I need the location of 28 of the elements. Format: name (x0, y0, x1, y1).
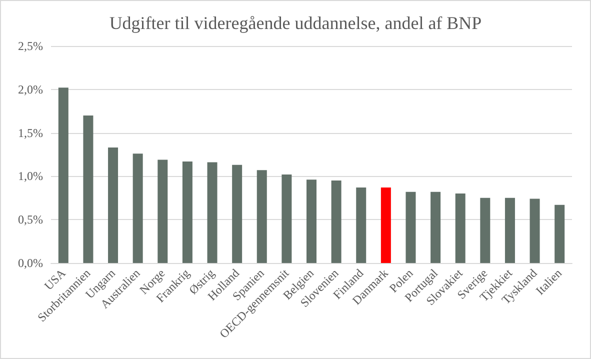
bar (480, 198, 490, 263)
bar (232, 164, 242, 263)
bar (256, 170, 267, 263)
bar (207, 162, 218, 263)
y-tick-label: 2,0% (18, 82, 43, 96)
chart-title: Udgifter til videregående uddannelse, andel af BNP (109, 13, 482, 33)
bar (282, 174, 292, 263)
bar (380, 187, 391, 263)
bar (406, 192, 416, 263)
bar (356, 187, 366, 263)
bar (182, 161, 192, 263)
y-tick-label: 2,5% (18, 39, 43, 53)
bar (331, 180, 342, 263)
bar (530, 198, 540, 263)
bar (306, 180, 316, 263)
bar (455, 194, 466, 263)
y-tick-label: 0,0% (18, 256, 43, 270)
y-tick-label: 1,0% (18, 169, 43, 184)
y-tick-label: 1,5% (18, 126, 43, 140)
bar (504, 198, 515, 263)
bar (58, 88, 68, 263)
bar (554, 204, 565, 263)
bar (158, 160, 168, 263)
bar (108, 148, 118, 263)
y-tick-label: 0,5% (18, 212, 43, 227)
bar (83, 115, 94, 263)
bar (430, 192, 441, 263)
bar (132, 154, 143, 263)
